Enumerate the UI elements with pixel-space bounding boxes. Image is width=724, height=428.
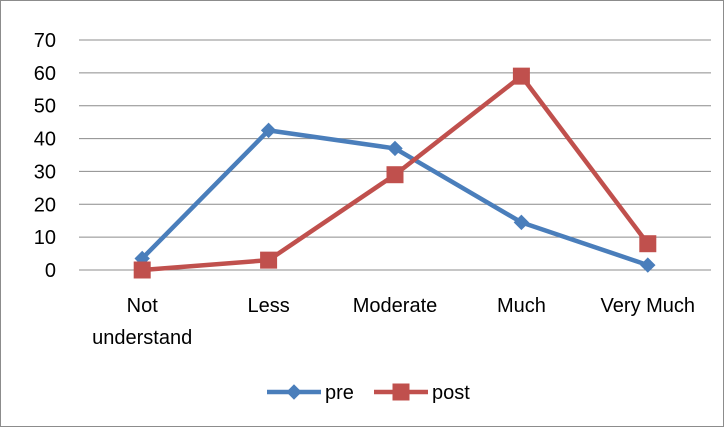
y-tick-label: 40 — [34, 129, 56, 151]
y-axis-tick-labels: 0 10 20 30 40 50 60 70 — [34, 30, 56, 282]
data-point-pre — [387, 140, 403, 157]
x-category-label-line: understand — [92, 327, 192, 349]
series-lines — [133, 67, 657, 279]
y-tick-label: 10 — [34, 227, 56, 249]
x-category-label: Very Much — [601, 295, 695, 317]
gridlines — [79, 39, 711, 271]
data-point-pre — [260, 122, 277, 139]
data-point-post — [133, 261, 151, 279]
x-category-label: Moderate — [353, 295, 438, 317]
y-tick-label: 70 — [34, 30, 56, 52]
x-category-label-line: Moderate — [353, 295, 438, 317]
data-point-post — [639, 235, 657, 253]
legend: pre post — [267, 382, 470, 404]
data-point-pre — [513, 214, 530, 231]
x-category-label-line: Not — [127, 295, 159, 317]
series-pre — [134, 122, 656, 273]
legend-item-pre: pre — [267, 382, 354, 404]
legend-swatch-marker — [286, 384, 302, 400]
y-tick-label: 30 — [34, 161, 56, 183]
x-category-label-line: Less — [247, 295, 289, 317]
y-tick-label: 50 — [34, 96, 56, 118]
legend-label: post — [432, 382, 470, 404]
data-point-pre — [640, 257, 656, 273]
legend-label: pre — [325, 382, 354, 404]
x-category-label: Not understand — [92, 295, 192, 349]
x-category-label-line: Much — [497, 295, 546, 317]
data-point-post — [512, 67, 530, 85]
data-point-post — [386, 166, 404, 184]
y-tick-label: 0 — [45, 260, 56, 282]
legend-item-post: post — [374, 382, 470, 404]
x-axis-category-labels: Not understand Less Moderate Much Very Much — [92, 295, 695, 349]
x-category-label-line: Very Much — [601, 295, 695, 317]
y-tick-label: 60 — [34, 63, 56, 85]
series-post — [133, 67, 657, 279]
legend-swatch-marker — [392, 383, 410, 401]
x-category-label: Much — [497, 295, 546, 317]
data-point-post — [260, 251, 278, 269]
y-tick-label: 20 — [34, 194, 56, 216]
x-category-label: Less — [247, 295, 289, 317]
